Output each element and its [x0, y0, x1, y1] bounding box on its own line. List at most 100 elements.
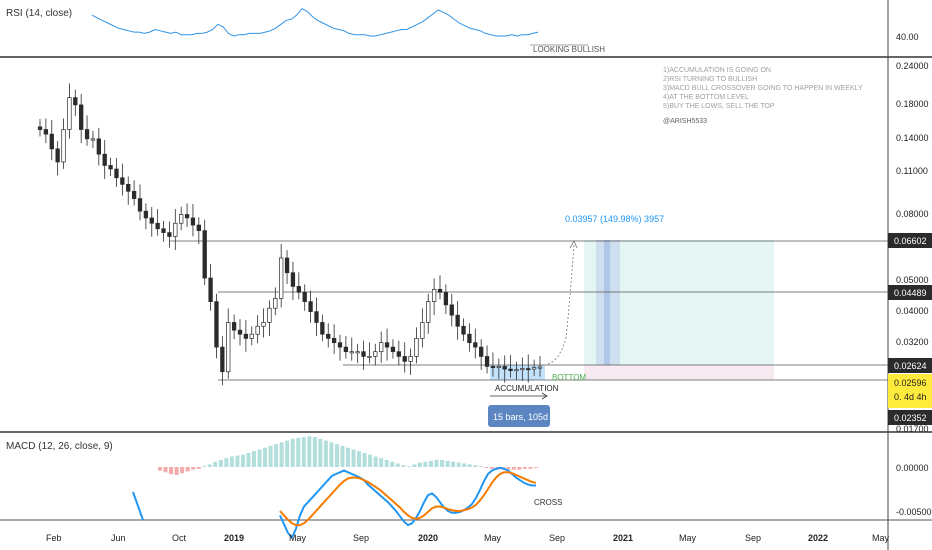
macd-histogram-bar [296, 437, 301, 467]
candle-body [120, 177, 125, 185]
macd-histogram-bar [340, 445, 345, 467]
candle-body [137, 198, 143, 212]
candle-body [208, 277, 213, 302]
price-tick-clipped: 0.01700 [896, 424, 929, 434]
time-tick: May [484, 533, 502, 543]
macd-histogram-bar [240, 454, 245, 467]
candle-body [343, 346, 349, 353]
macd-histogram-bar [440, 459, 444, 467]
candle-body [155, 222, 160, 230]
macd-panel: MACD (12, 26, close, 9) CROSS 0.00000 -0… [6, 436, 932, 540]
candle-body [290, 272, 296, 287]
price-label-bg [888, 358, 932, 373]
price-tick: 0.24000 [896, 61, 929, 71]
candle-body [520, 368, 525, 371]
time-tick: 2020 [418, 533, 438, 543]
time-tick: Sep [353, 533, 369, 543]
candle-body [231, 322, 237, 331]
candle-body [267, 307, 272, 323]
macd-histogram-bar [224, 458, 229, 467]
macd-axis-tick: 0.00000 [896, 463, 929, 473]
time-tick: 2021 [613, 533, 633, 543]
time-tick: May [679, 533, 697, 543]
candle-body [320, 322, 325, 335]
price-axis: 0.24000 0.18000 0.14000 0.11000 0.08000 … [888, 61, 932, 434]
candle-body [190, 217, 196, 226]
candle-body [496, 366, 501, 368]
candle-body [161, 228, 166, 233]
candle-body [279, 257, 284, 299]
price-label-0.04489: 0.04489 [894, 288, 927, 298]
note-line-2: 2)RSI TURNING TO BULLISH [663, 76, 757, 83]
candle-body [349, 351, 354, 354]
candle-body [173, 222, 178, 237]
macd-title: MACD (12, 26, close, 9) [6, 441, 113, 452]
macd-histogram-bar [246, 452, 251, 467]
price-tick: 0.18000 [896, 99, 929, 109]
time-tick: Sep [745, 533, 761, 543]
macd-histogram-bar [423, 461, 428, 467]
bottom-label: BOTTOM [552, 373, 586, 382]
candle-body [449, 304, 454, 316]
candle-body [479, 346, 484, 357]
candle-body [526, 368, 531, 371]
candle-body [273, 298, 278, 309]
price-label-0.02624: 0.02624 [894, 361, 927, 371]
candle-body [402, 356, 407, 362]
note-line-5: 5)BUY THE LOWS, SELL THE TOP [663, 103, 775, 110]
macd-histogram-bar [517, 467, 522, 470]
macd-histogram-bar [235, 455, 240, 467]
macd-histogram-bar [185, 467, 190, 472]
macd-histogram-bar [218, 459, 223, 467]
candle-body [149, 217, 154, 224]
macd-histogram-bar [207, 464, 212, 467]
candle-body [126, 183, 131, 192]
candle-body [90, 138, 96, 141]
bars-range-label: 15 bars, 105d [493, 412, 548, 422]
candle-body [237, 329, 243, 335]
time-tick: 2022 [808, 533, 828, 543]
candle-body [408, 356, 413, 362]
macd-histogram-bar [428, 460, 433, 467]
macd-histogram-bar [406, 466, 411, 467]
candle-body [114, 168, 119, 179]
macd-histogram-bar [412, 464, 417, 467]
macd-histogram-bar [274, 444, 279, 467]
candle-body [179, 214, 184, 224]
time-tick: May [289, 533, 307, 543]
price-label-bg [888, 285, 932, 300]
macd-histogram-bar [484, 467, 489, 468]
price-tick: 0.08000 [896, 209, 929, 219]
macd-histogram-bar [318, 438, 323, 467]
candle-body [196, 224, 201, 231]
candle-body [490, 366, 496, 368]
macd-histogram-bar [163, 467, 168, 473]
macd-histogram-bar [373, 456, 378, 467]
macd-line [279, 466, 536, 540]
bars-range-box [488, 405, 550, 427]
projection-path [547, 243, 575, 365]
macd-histogram-bar [312, 437, 317, 467]
candle-body [384, 342, 390, 348]
candle-body [455, 314, 460, 327]
candle-body [296, 286, 301, 293]
candle-body [184, 214, 190, 219]
candle-body [202, 230, 207, 279]
candle-body [108, 165, 113, 170]
candle-body [102, 153, 107, 166]
candle-body [461, 325, 466, 335]
macd-histogram-bar [534, 467, 538, 468]
candle-body [79, 104, 84, 130]
macd-histogram-bar [202, 466, 207, 467]
macd-axis-tick: -0.00500 [896, 507, 932, 517]
macd-histogram-bar [511, 467, 516, 470]
candle-body [420, 322, 425, 339]
bar-countdown-label: 4d 4h [904, 392, 927, 402]
time-tick: May [872, 533, 890, 543]
candle-body [331, 338, 337, 344]
candle-body [426, 301, 431, 323]
macd-histogram-bar [401, 465, 406, 467]
macd-histogram-bar [196, 467, 201, 469]
macd-histogram-bar [357, 451, 362, 467]
